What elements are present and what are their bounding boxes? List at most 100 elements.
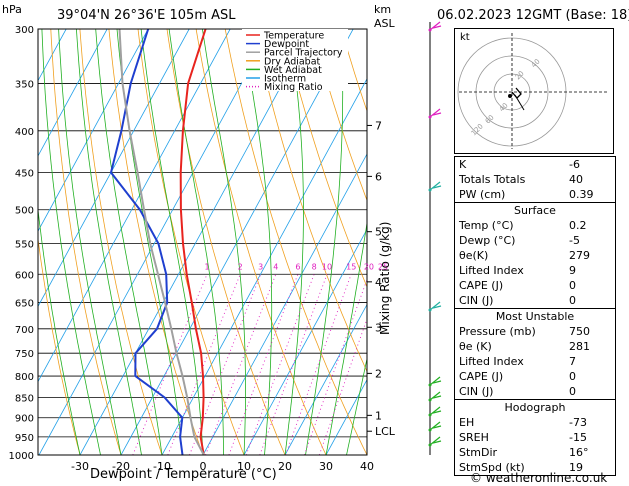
index-value: 16° <box>569 446 589 459</box>
wind-barb-dot <box>428 308 432 312</box>
km-tick-label: 5 <box>375 226 382 239</box>
index-value: 0 <box>569 294 576 307</box>
wind-barb <box>429 406 441 416</box>
hodograph-trace <box>511 87 522 99</box>
index-row: SREH -15 <box>455 430 615 445</box>
wet-adiabat <box>38 206 81 455</box>
index-label: SREH <box>459 431 489 444</box>
isotherm-line <box>38 29 231 383</box>
mixing-ratio-label: 4 <box>273 262 278 271</box>
index-row: θe (K) 281 <box>455 339 615 354</box>
index-value: 19 <box>569 461 583 474</box>
legend-label: Mixing Ratio <box>264 82 323 93</box>
wind-barb <box>429 391 441 401</box>
km-tick-label: 6 <box>375 170 382 183</box>
wind-barb-dot <box>428 413 432 417</box>
index-value: 0 <box>569 279 576 292</box>
pressure-tick-label: 850 <box>15 393 34 404</box>
most-unstable-title: Most Unstable <box>455 308 615 324</box>
asl-unit-label: ASL <box>374 17 395 30</box>
index-row: K -6 <box>455 157 615 172</box>
dry-adiabat <box>195 29 327 455</box>
pressure-tick-label: 400 <box>15 127 34 138</box>
wind-barb <box>429 421 441 431</box>
index-value: -6 <box>569 158 580 171</box>
isotherm-line <box>38 29 149 232</box>
wind-barb-dot <box>428 28 432 32</box>
pressure-tick-label: 300 <box>15 25 34 36</box>
km-tick-label: 2 <box>375 367 382 380</box>
wind-barb <box>429 376 441 386</box>
index-label: Totals Totals <box>459 173 526 186</box>
dry-adiabat <box>224 29 367 455</box>
wind-barb <box>429 21 441 31</box>
index-label: Lifted Index <box>459 264 524 277</box>
parcel-trajectory-line <box>118 29 205 455</box>
wind-barb-dot <box>428 188 432 192</box>
temperature-tick-label: -30 <box>71 460 89 473</box>
surface-title: Surface <box>455 202 615 218</box>
pressure-tick-label: 600 <box>15 270 34 281</box>
isotherm-line <box>38 29 108 157</box>
km-unit-label: km <box>374 3 392 16</box>
pressure-tick-label: 450 <box>15 168 34 179</box>
index-row: Pressure (mb) 750 <box>455 324 615 339</box>
mixing-ratio-line <box>245 274 315 455</box>
legend-label: Dewpoint <box>264 39 309 50</box>
index-value: -5 <box>569 234 580 247</box>
index-value: -73 <box>569 416 587 429</box>
pressure-tick-label: 700 <box>15 325 34 336</box>
index-row: CAPE (J) 0 <box>455 369 615 384</box>
index-label: StmDir <box>459 446 498 459</box>
mixing-ratio-label: 8 <box>312 262 317 271</box>
skewt-profiles <box>109 29 207 455</box>
dry-adiabat <box>79 29 163 455</box>
location-title: 39°04'N 26°36'E 105m ASL <box>57 8 236 23</box>
pressure-tick-label: 900 <box>15 414 34 425</box>
wind-barb-flag <box>432 380 442 384</box>
wet-adiabat <box>76 29 142 455</box>
storm-motion-arrow <box>514 94 525 111</box>
mixing-ratio-label: 6 <box>295 262 300 271</box>
index-row: Dewp (°C) -5 <box>455 233 615 248</box>
mixing-ratio-axis-label: Mixing Ratio (g/kg) <box>378 221 392 335</box>
dry-adiabat <box>311 29 367 202</box>
isotherm-line <box>79 29 313 455</box>
skewt-axes: 1 2 3 4 6 8 10 15 20 2530035040045050055060065070… <box>9 25 396 473</box>
wet-adiabat <box>241 29 273 455</box>
legend-label: Parcel Trajectory <box>264 48 343 59</box>
isotherm-line <box>202 153 367 455</box>
x-axis-label: Dewpoint / Temperature (°C) <box>90 467 277 482</box>
mixing-ratio-line <box>228 274 299 455</box>
mixing-ratio-label: 10 <box>322 262 332 271</box>
index-label: K <box>459 158 467 171</box>
wet-adiabat <box>325 220 367 455</box>
hodograph-ring-label: 60 <box>484 113 496 125</box>
index-value: 750 <box>569 325 590 338</box>
wind-barb <box>429 436 441 446</box>
skewt-grid <box>38 29 367 455</box>
index-label: CIN (J) <box>459 294 494 307</box>
wind-barb-flag <box>432 410 442 414</box>
temperature-line <box>179 29 207 455</box>
legend-box <box>242 29 348 91</box>
wet-adiabat <box>58 29 122 455</box>
hodograph-ring-label: 40 <box>498 101 510 113</box>
index-label: CAPE (J) <box>459 370 504 383</box>
wind-barb-dot <box>428 115 432 119</box>
wind-barb-flag <box>432 112 442 116</box>
index-label: PW (cm) <box>459 188 506 201</box>
mixing-ratio-line <box>318 317 367 455</box>
mixing-ratio-line <box>303 278 367 455</box>
legend-label: Wet Adiabat <box>264 65 322 76</box>
pressure-tick-label: 500 <box>15 206 34 217</box>
isotherm-line <box>243 228 367 455</box>
isotherm-line <box>284 303 367 455</box>
pressure-tick-label: 650 <box>15 299 34 310</box>
mixing-ratio-label: 2 <box>238 262 243 271</box>
pressure-tick-label: 350 <box>15 80 34 91</box>
storm-motion-marker <box>508 94 512 98</box>
dry-adiabat <box>50 29 122 455</box>
km-tick-label: LCL <box>375 425 396 438</box>
date-title: 06.02.2023 12GMT (Base: 18) <box>437 8 629 23</box>
